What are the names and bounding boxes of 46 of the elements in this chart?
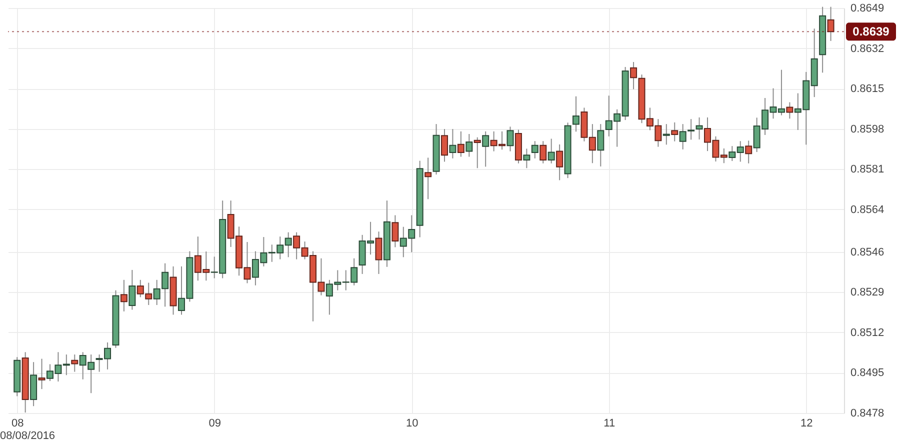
candlestick (630, 62, 638, 90)
candlestick (71, 354, 78, 372)
y-tick-label: 0.8615 (850, 83, 884, 96)
y-tick-label: 0.8598 (850, 123, 884, 136)
candlestick (671, 122, 678, 142)
candlestick (696, 116, 703, 140)
x-tick-label: 10 (406, 418, 418, 430)
candlestick (540, 140, 547, 164)
candlestick (597, 124, 604, 167)
candlestick (375, 231, 382, 274)
candlestick (786, 102, 794, 120)
candlestick (745, 140, 752, 164)
candlestick (457, 130, 464, 158)
candlestick (506, 126, 514, 152)
y-tick-label: 0.8581 (850, 164, 884, 176)
x-tick-label: 12 (800, 418, 813, 430)
candlestick (827, 6, 834, 42)
candlestick (548, 138, 555, 164)
text: 08/08/2016 (0, 430, 56, 442)
y-tick-label: 0.8546 (850, 246, 884, 258)
x-tick-label: 08 (11, 418, 24, 430)
y-tick-label: 0.8649 (850, 2, 884, 14)
candlestick (662, 124, 670, 146)
candlestick (128, 269, 136, 310)
candlestick (38, 358, 46, 390)
candlestick (424, 157, 432, 200)
candlestick (440, 128, 448, 162)
candlestick (556, 144, 564, 181)
candlestick (523, 148, 530, 169)
y-tick-label: 0.8529 (850, 286, 884, 299)
candlestick (466, 134, 473, 158)
candlestick (482, 130, 490, 168)
y-tick-label: 0.8632 (850, 42, 884, 55)
x-tick-label: 11 (604, 418, 616, 430)
candlestick (392, 214, 399, 248)
y-tick-label: 0.8478 (850, 408, 884, 420)
candlestick (474, 136, 481, 169)
x-tick-label: 09 (208, 418, 221, 430)
candlestick (531, 140, 538, 159)
candlestick (120, 279, 128, 312)
y-tick-label: 0.8564 (850, 204, 884, 216)
candlestick (572, 96, 580, 132)
y-tick-label: 0.8495 (850, 367, 884, 380)
ref-line-label: 0.8639 (852, 24, 890, 39)
y-tick-label: 0.8512 (850, 326, 884, 339)
candlestick (449, 128, 456, 159)
